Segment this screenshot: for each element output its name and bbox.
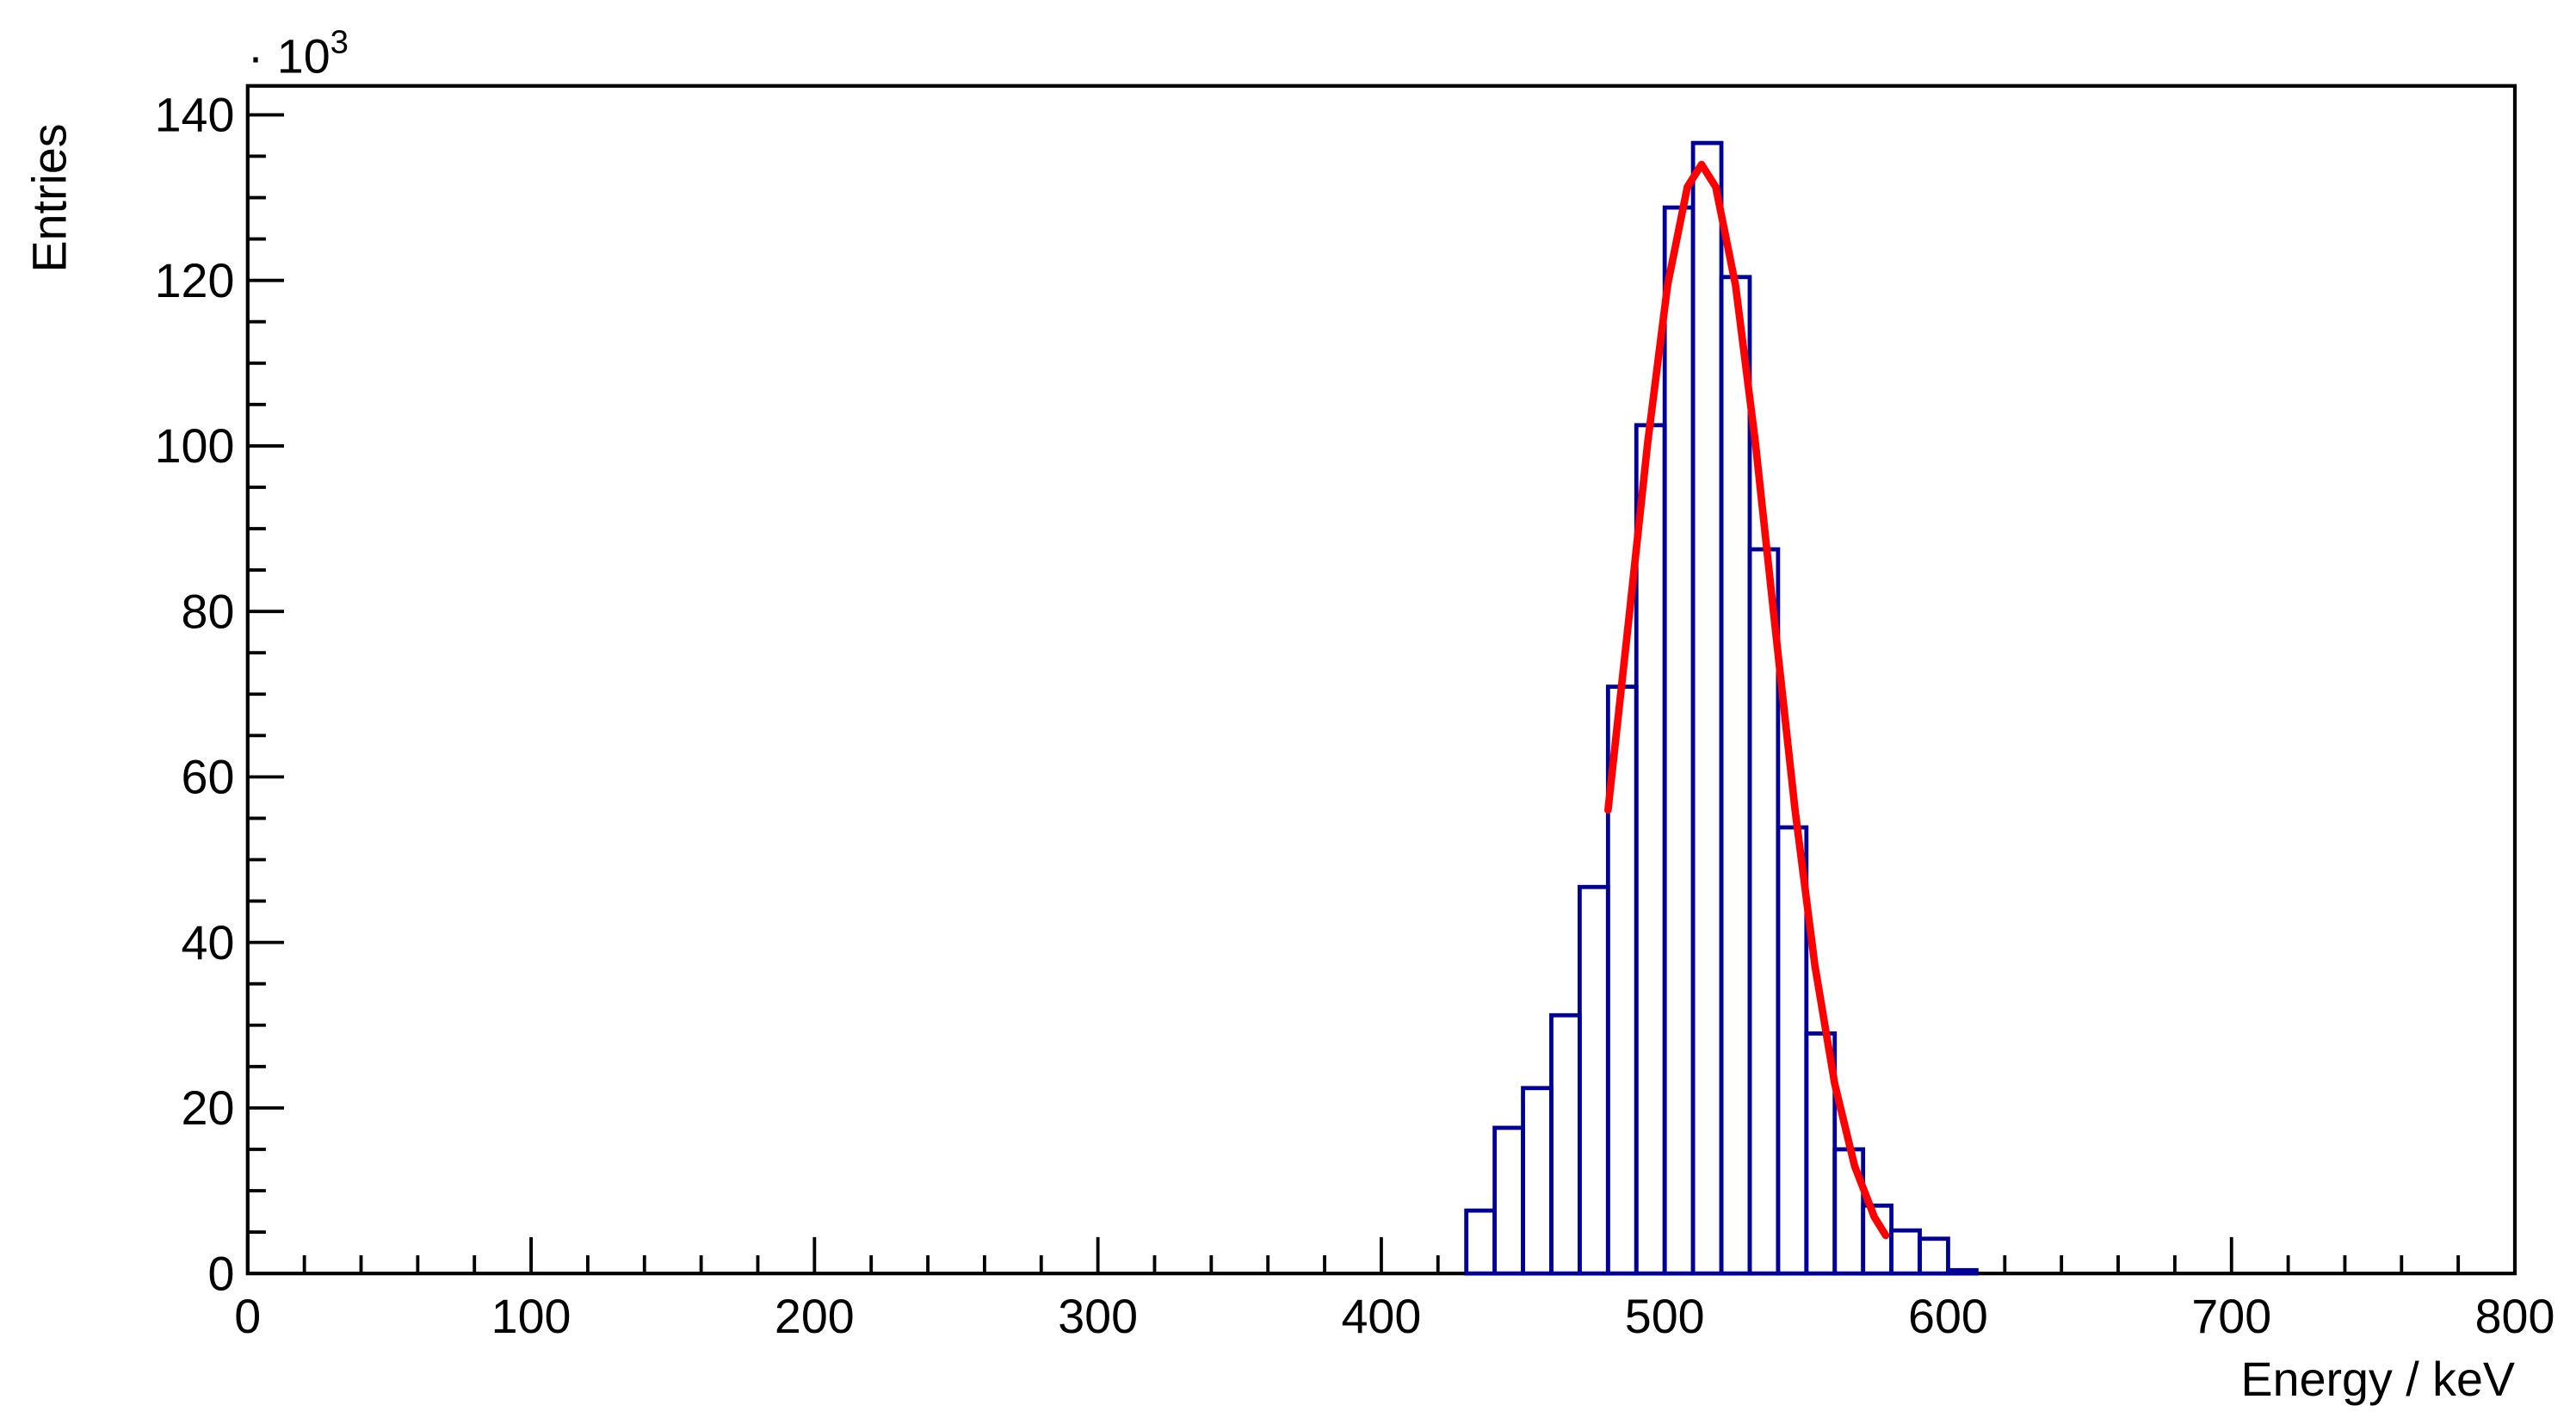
histogram-bin	[1464, 1208, 1498, 1276]
histogram-bin	[1690, 140, 1724, 1276]
y-tick-label: 40	[182, 916, 235, 969]
x-tick-label: 200	[775, 1290, 855, 1343]
x-tick-label: 600	[1908, 1290, 1988, 1343]
histogram-bin	[1549, 1012, 1582, 1276]
y-tick-label: 80	[182, 585, 235, 638]
histogram-bin	[1946, 1267, 1979, 1276]
y-tick-label: 20	[182, 1081, 235, 1135]
histogram-bin	[1889, 1228, 1922, 1276]
histogram-bin	[1492, 1125, 1525, 1276]
x-tick-label: 0	[234, 1290, 261, 1343]
y-tick-label: 140	[155, 89, 235, 142]
plot-frame	[245, 84, 2517, 1276]
histogram-bin	[1521, 1086, 1554, 1276]
histogram-bin	[1719, 275, 1752, 1276]
histogram-bin	[1918, 1236, 1950, 1276]
x-tick-label: 500	[1625, 1290, 1705, 1343]
y-tick-label: 0	[208, 1247, 235, 1300]
x-tick-label: 100	[491, 1290, 571, 1343]
y-tick-label: 120	[155, 254, 235, 307]
y-tick-label: 60	[182, 751, 235, 804]
x-tick-label: 700	[2191, 1290, 2271, 1343]
multiplier-exponent: 3	[330, 23, 349, 60]
x-tick-label: 400	[1341, 1290, 1421, 1343]
fit-curve	[1604, 160, 1890, 1240]
histogram-bin	[1747, 547, 1781, 1276]
y-axis-label: Entries	[23, 123, 77, 272]
histogram-bin	[1577, 884, 1610, 1276]
x-tick-label: 300	[1058, 1290, 1138, 1343]
y-tick-label: 100	[155, 419, 235, 473]
histogram-bin	[1634, 423, 1667, 1276]
histogram-bin	[1662, 205, 1696, 1276]
multiplier-base: · 10	[248, 29, 330, 83]
x-tick-label: 800	[2475, 1290, 2555, 1343]
multiplier: · 103	[248, 23, 349, 83]
x-axis-label: Energy / keV	[2241, 1353, 2515, 1406]
